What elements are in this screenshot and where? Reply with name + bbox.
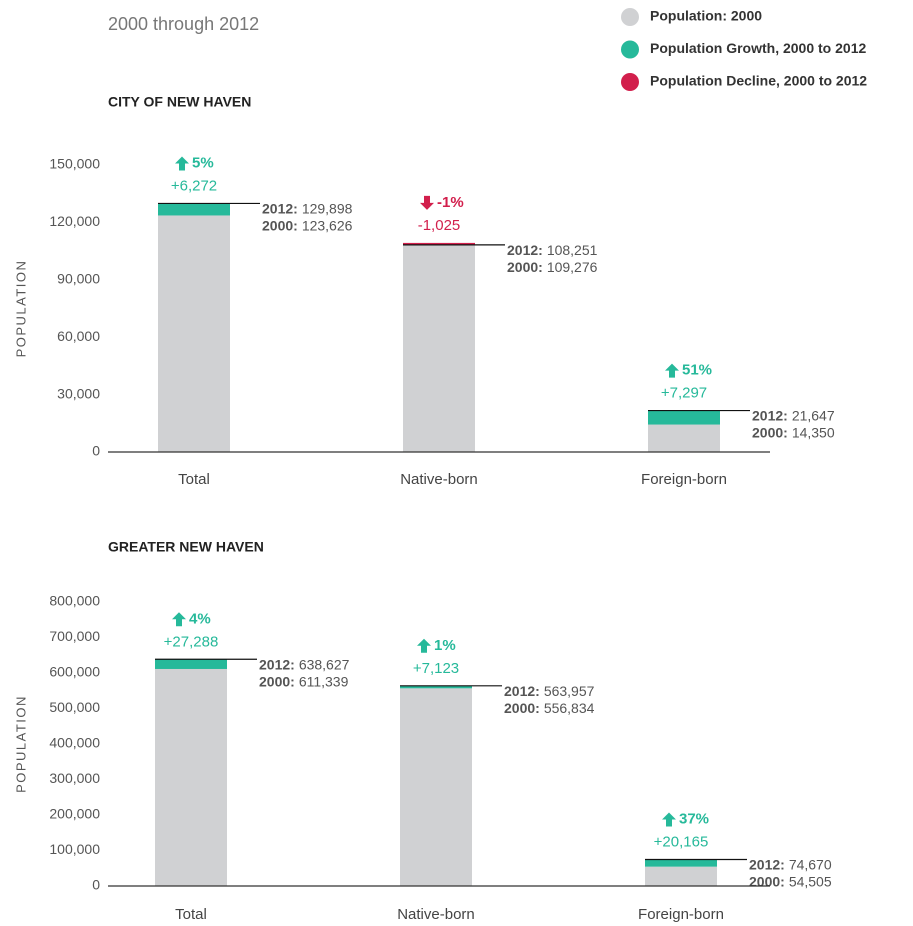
y-tick-label: 200,000 <box>49 806 100 822</box>
y-tick-label: 30,000 <box>57 385 100 401</box>
pct-label: 51% <box>682 362 712 379</box>
change-arrow <box>172 612 186 627</box>
label-2000: 2000: 109,276 <box>507 259 598 275</box>
change-arrow <box>417 638 431 653</box>
label-year: 2012: <box>259 656 295 672</box>
label-value: 21,647 <box>792 407 835 423</box>
x-tick-label: Native-born <box>400 471 478 488</box>
pct-label: 5% <box>192 154 214 171</box>
change-arrow <box>420 195 434 210</box>
y-tick-label: 150,000 <box>49 156 100 172</box>
label-value: 123,626 <box>302 217 353 233</box>
bar-decline <box>403 242 475 245</box>
x-tick-label: Foreign-born <box>638 906 724 923</box>
label-year: 2012: <box>262 200 298 216</box>
y-tick-label: 500,000 <box>49 699 100 715</box>
bar-growth <box>155 659 227 669</box>
label-value: 14,350 <box>792 424 835 440</box>
label-year: 2012: <box>504 682 540 698</box>
legend-label: Population: 2000 <box>650 8 762 24</box>
bar-growth <box>158 203 230 216</box>
change-label: +6,272 <box>171 177 217 194</box>
bar-base <box>155 668 227 886</box>
legend-swatch <box>621 40 639 59</box>
pct-label: 37% <box>679 810 709 827</box>
label-year: 2000: <box>262 217 298 233</box>
bar-base <box>403 242 475 452</box>
x-tick-label: Total <box>178 471 210 488</box>
x-tick-label: Total <box>175 906 207 923</box>
x-tick-label: Foreign-born <box>641 471 727 488</box>
bar-growth <box>400 685 472 689</box>
label-value: 109,276 <box>547 259 598 275</box>
pct-label: 1% <box>434 637 456 654</box>
label-2012: 2012: 563,957 <box>504 682 595 698</box>
chart-title: GREATER NEW HAVEN <box>108 539 264 555</box>
change-arrow <box>665 363 679 378</box>
bar-base <box>400 688 472 886</box>
y-tick-label: 800,000 <box>49 593 100 609</box>
label-year: 2000: <box>504 699 540 715</box>
y-tick-label: 90,000 <box>57 271 100 287</box>
x-tick-label: Native-born <box>397 906 475 923</box>
label-year: 2000: <box>749 873 785 889</box>
label-value: 556,834 <box>544 699 595 715</box>
label-2012: 2012: 129,898 <box>262 200 353 216</box>
y-axis-label: POPULATION <box>13 695 28 793</box>
label-year: 2012: <box>752 407 788 423</box>
y-tick-label: 120,000 <box>49 213 100 229</box>
label-2012: 2012: 638,627 <box>259 656 350 672</box>
label-2000: 2000: 14,350 <box>752 424 835 440</box>
label-year: 2000: <box>752 424 788 440</box>
legend-swatch <box>621 8 639 26</box>
label-2012: 2012: 21,647 <box>752 407 835 423</box>
label-value: 638,627 <box>299 656 350 672</box>
change-label: +20,165 <box>654 833 709 850</box>
subtitle: 2000 through 2012 <box>108 14 259 34</box>
legend-swatch <box>621 73 639 91</box>
label-2012: 2012: 74,670 <box>749 856 832 872</box>
label-year: 2000: <box>259 673 295 689</box>
change-label: +27,288 <box>164 633 219 650</box>
change-label: +7,123 <box>413 660 459 677</box>
chart-title: CITY OF NEW HAVEN <box>108 94 251 110</box>
y-tick-label: 0 <box>92 443 100 459</box>
change-label: -1,025 <box>418 217 461 234</box>
y-tick-label: 700,000 <box>49 628 100 644</box>
label-2000: 2000: 611,339 <box>259 673 349 689</box>
y-tick-label: 400,000 <box>49 735 100 751</box>
label-2000: 2000: 556,834 <box>504 699 595 715</box>
y-tick-label: 600,000 <box>49 664 100 680</box>
bar-growth <box>648 410 720 425</box>
legend-label: Population Growth, 2000 to 2012 <box>650 40 866 56</box>
label-value: 74,670 <box>789 856 832 872</box>
legend-label: Population Decline, 2000 to 2012 <box>650 73 867 89</box>
label-value: 611,339 <box>299 673 349 689</box>
change-label: +7,297 <box>661 385 707 402</box>
bar-growth <box>645 859 717 867</box>
label-2000: 2000: 54,505 <box>749 873 832 889</box>
label-value: 563,957 <box>544 682 595 698</box>
label-year: 2000: <box>507 259 543 275</box>
bar-base <box>158 215 230 452</box>
pct-label: 4% <box>189 610 211 627</box>
y-tick-label: 0 <box>92 877 100 893</box>
pct-label: -1% <box>437 194 464 211</box>
label-value: 129,898 <box>302 200 353 216</box>
bar-base <box>645 866 717 886</box>
y-tick-label: 100,000 <box>49 841 100 857</box>
label-2012: 2012: 108,251 <box>507 242 598 258</box>
change-arrow <box>175 156 189 171</box>
y-axis-label: POPULATION <box>13 260 28 358</box>
label-value: 54,505 <box>789 873 832 889</box>
y-tick-label: 60,000 <box>57 328 100 344</box>
change-arrow <box>662 812 676 827</box>
label-2000: 2000: 123,626 <box>262 217 353 233</box>
bar-base <box>648 424 720 452</box>
label-year: 2012: <box>507 242 543 258</box>
label-year: 2012: <box>749 856 785 872</box>
y-tick-label: 300,000 <box>49 770 100 786</box>
label-value: 108,251 <box>547 242 598 258</box>
